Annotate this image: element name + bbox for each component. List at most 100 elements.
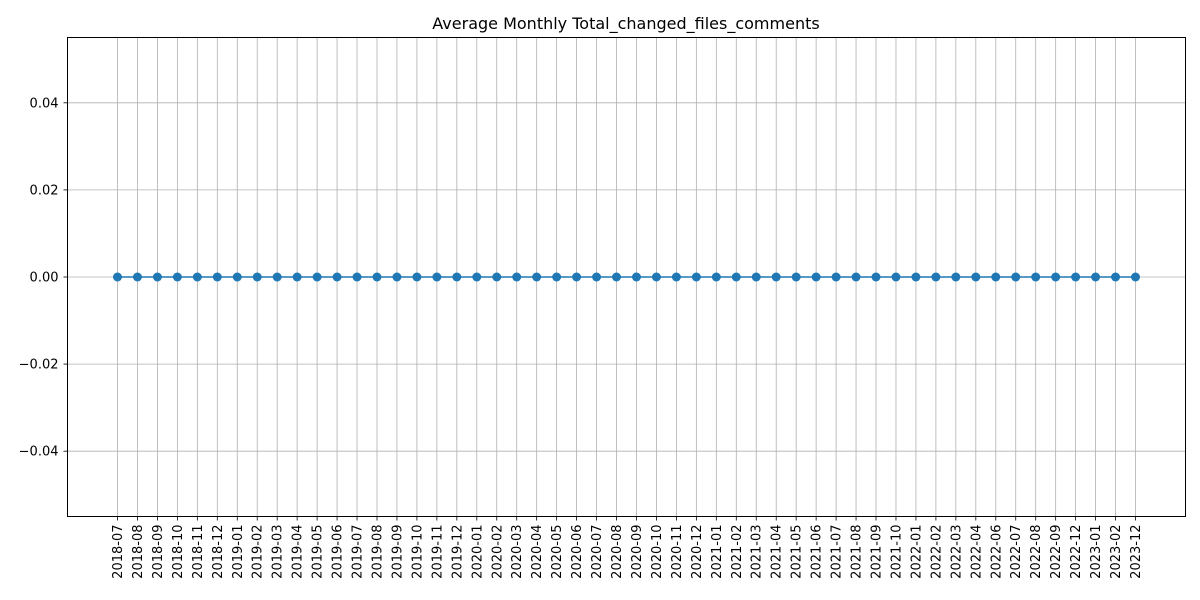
- data-point: [312, 272, 322, 282]
- x-tick-label: 2019-01: [231, 525, 246, 579]
- data-point: [152, 272, 162, 282]
- data-point: [1071, 272, 1081, 282]
- x-tick-label: 2021-04: [770, 525, 785, 579]
- y-axis: −0.04 −0.02 0.00 0.02 0.04: [19, 96, 68, 460]
- data-point: [691, 272, 701, 282]
- x-tick-label: 2020-01: [470, 525, 485, 579]
- data-point: [851, 272, 861, 282]
- data-point: [971, 272, 981, 282]
- data-point: [412, 272, 422, 282]
- data-point: [492, 272, 502, 282]
- x-tick-label: 2020-04: [530, 525, 545, 579]
- x-tick-label: 2020-03: [510, 525, 525, 579]
- x-tick-label: 2020-02: [490, 525, 505, 579]
- x-tick-label: 2023-12: [1129, 525, 1144, 579]
- data-point: [751, 272, 761, 282]
- x-tick-label: 2022-06: [989, 525, 1004, 579]
- x-tick-label: 2023-01: [1089, 525, 1104, 579]
- x-tick-label: 2021-05: [790, 525, 805, 579]
- x-tick-label: 2022-09: [1049, 525, 1064, 579]
- x-tick-label: 2019-06: [331, 525, 346, 579]
- data-point: [711, 272, 721, 282]
- chart-title: Average Monthly Total_changed_files_comm…: [432, 14, 819, 34]
- y-tick-label: 0.02: [30, 183, 59, 198]
- series-layer: [113, 272, 1140, 282]
- x-tick-label: 2018-07: [111, 525, 126, 579]
- x-tick-label: 2022-01: [909, 525, 924, 579]
- data-point: [372, 272, 382, 282]
- y-tick-label: −0.04: [19, 445, 59, 460]
- data-point: [172, 272, 182, 282]
- x-tick-label: 2022-04: [969, 525, 984, 579]
- x-tick-label: 2020-10: [650, 525, 665, 579]
- x-tick-label: 2019-12: [450, 525, 465, 579]
- data-point: [1131, 272, 1140, 282]
- x-tick-label: 2019-10: [410, 525, 425, 579]
- x-tick-label: 2019-05: [311, 525, 326, 579]
- x-tick-label: 2019-02: [251, 525, 266, 579]
- data-point: [472, 272, 482, 282]
- x-axis: 2018-07 2018-08 2018-09 2018-10 2018-11 2018-…: [111, 516, 1144, 579]
- data-point: [811, 272, 821, 282]
- data-point: [272, 272, 282, 282]
- data-point: [292, 272, 302, 282]
- x-tick-label: 2021-10: [889, 525, 904, 579]
- data-point: [352, 272, 362, 282]
- y-tick-label: 0.00: [30, 271, 59, 286]
- x-tick-label: 2022-07: [1009, 525, 1024, 579]
- x-tick-label: 2022-08: [1029, 525, 1044, 579]
- x-tick-label: 2018-11: [191, 525, 206, 579]
- x-tick-label: 2019-09: [390, 525, 405, 579]
- x-tick-label: 2021-09: [870, 525, 885, 579]
- x-tick-label: 2023-02: [1109, 525, 1124, 579]
- data-point: [771, 272, 781, 282]
- x-tick-label: 2021-08: [850, 525, 865, 579]
- x-tick-label: 2020-11: [670, 525, 685, 579]
- x-tick-label: 2020-08: [610, 525, 625, 579]
- data-point: [252, 272, 262, 282]
- x-tick-label: 2018-09: [151, 525, 166, 579]
- x-tick-label: 2022-12: [1069, 525, 1084, 579]
- data-point: [212, 272, 222, 282]
- data-point: [831, 272, 841, 282]
- data-point: [631, 272, 641, 282]
- data-point: [392, 272, 402, 282]
- data-point: [113, 272, 122, 282]
- x-tick-label: 2019-11: [430, 525, 445, 579]
- x-tick-label: 2018-10: [171, 525, 186, 579]
- data-point: [1051, 272, 1061, 282]
- data-point: [1111, 272, 1121, 282]
- data-point: [931, 272, 941, 282]
- data-point: [1031, 272, 1041, 282]
- x-tick-label: 2022-02: [929, 525, 944, 579]
- x-tick-label: 2019-07: [351, 525, 366, 579]
- data-point: [432, 272, 442, 282]
- data-point: [1091, 272, 1101, 282]
- data-point: [911, 272, 921, 282]
- y-tick-label: 0.04: [30, 96, 59, 111]
- data-point: [651, 272, 661, 282]
- data-point: [791, 272, 801, 282]
- data-point: [731, 272, 741, 282]
- data-point: [552, 272, 562, 282]
- x-tick-label: 2019-08: [370, 525, 385, 579]
- x-tick-label: 2020-12: [690, 525, 705, 579]
- data-point: [232, 272, 242, 282]
- data-point: [891, 272, 901, 282]
- data-point: [572, 272, 582, 282]
- data-point: [871, 272, 881, 282]
- data-point: [512, 272, 522, 282]
- data-point: [192, 272, 202, 282]
- x-tick-label: 2018-08: [131, 525, 146, 579]
- data-point: [132, 272, 142, 282]
- data-point: [612, 272, 622, 282]
- x-tick-label: 2020-06: [570, 525, 585, 579]
- data-point: [1011, 272, 1021, 282]
- data-point: [592, 272, 602, 282]
- x-tick-label: 2020-07: [590, 525, 605, 579]
- x-tick-label: 2019-04: [291, 525, 306, 579]
- x-tick-label: 2021-03: [750, 525, 765, 579]
- data-point: [671, 272, 681, 282]
- x-tick-label: 2021-06: [810, 525, 825, 579]
